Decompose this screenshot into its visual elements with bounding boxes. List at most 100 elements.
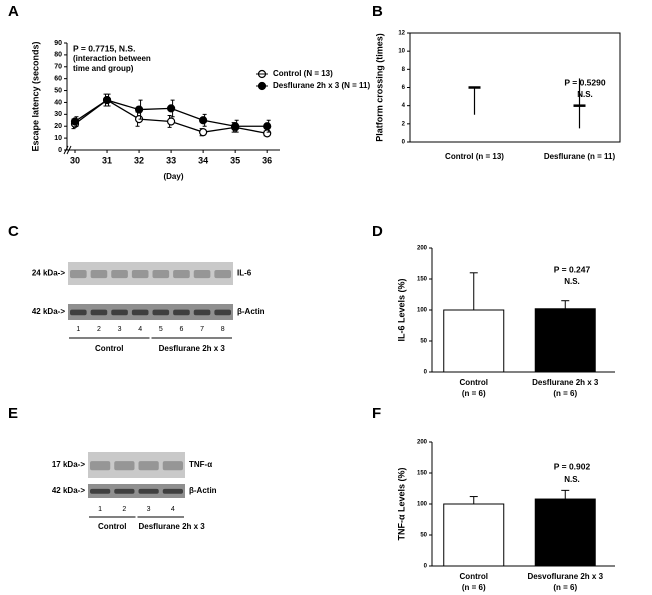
y-tick-label: 80: [54, 52, 62, 59]
y-tick-label: 0: [58, 147, 62, 154]
blot-strip: [68, 304, 233, 320]
marker: [166, 104, 176, 113]
x-tick-label: Control: [460, 572, 488, 581]
annotation: N.S.: [564, 277, 580, 286]
lane-number: 2: [97, 326, 101, 333]
annotation: P = 0.902: [554, 461, 591, 471]
blot-band: [90, 461, 111, 471]
size-marker: 42 kDa->: [52, 486, 85, 495]
marker: [199, 116, 208, 125]
bar: [534, 498, 596, 567]
blot-band: [90, 488, 111, 494]
size-marker: 42 kDa->: [32, 307, 65, 316]
y-axis-label: TNF-α Levels (%): [396, 467, 406, 540]
blot-band: [152, 270, 170, 279]
lane-number: 7: [200, 326, 204, 333]
size-marker: 24 kDa->: [32, 269, 65, 278]
panel-letter: C: [8, 223, 19, 240]
y-tick-label: 50: [54, 87, 62, 94]
x-tick-note: (n = 6): [462, 389, 486, 398]
annotation: P = 0.247: [554, 264, 591, 274]
panel-letter: A: [8, 3, 19, 20]
legend-label: Control (N = 13): [273, 69, 333, 78]
blot-band: [114, 488, 135, 494]
y-tick-label: 150: [417, 471, 428, 477]
blot-band: [138, 488, 159, 494]
x-tick-note: (n = 6): [553, 389, 577, 398]
lane-number: 6: [179, 326, 183, 333]
blot-band: [152, 309, 170, 316]
blot-band: [90, 270, 108, 279]
lane-number: 2: [122, 506, 126, 513]
y-tick-label: 0: [402, 140, 406, 146]
marker: [166, 117, 176, 126]
blot-band: [70, 309, 87, 316]
x-tick-label: 35: [230, 155, 240, 165]
y-tick-label: 50: [420, 339, 427, 345]
blot-band: [214, 309, 231, 316]
x-tick-label: 36: [262, 155, 272, 165]
x-tick-note: (n = 6): [553, 583, 577, 592]
x-tick-label: Desflurane (n = 11): [544, 152, 616, 161]
annotation: time and group): [73, 64, 134, 73]
y-tick-label: 90: [54, 40, 62, 47]
y-axis-label: Escape latency (seconds): [30, 41, 40, 151]
band-label: TNF-α: [189, 460, 212, 469]
y-tick-label: 40: [54, 99, 62, 106]
group-label: Desflurane 2h x 3: [159, 344, 226, 353]
y-tick-label: 30: [54, 111, 62, 118]
y-tick-label: 20: [54, 123, 62, 130]
plot-frame: [409, 32, 621, 143]
blot-band: [111, 309, 128, 316]
y-tick-label: 200: [417, 440, 428, 446]
group-label: Control: [95, 344, 123, 353]
blot-band: [173, 309, 190, 316]
x-tick-label: 30: [70, 155, 80, 165]
blot-band: [214, 270, 231, 279]
lane-number: 1: [76, 326, 80, 333]
y-tick-label: 150: [417, 277, 428, 283]
y-axis-label: IL-6 Levels (%): [396, 278, 406, 341]
y-tick-label: 10: [54, 135, 62, 142]
y-tick-label: 100: [417, 308, 428, 314]
marker: [263, 129, 272, 138]
marker: [134, 105, 144, 114]
x-tick-label: 31: [102, 155, 112, 165]
marker: [263, 122, 272, 131]
lane-number: 3: [147, 506, 151, 513]
blot-strip: [88, 484, 185, 498]
annotation: P = 0.5290: [564, 77, 605, 87]
panel-letter: B: [372, 3, 383, 20]
y-tick-label: 50: [420, 533, 427, 539]
blot-band: [114, 461, 135, 471]
blot-strip: [68, 262, 233, 285]
blot-band: [70, 270, 87, 279]
y-tick-label: 200: [417, 246, 428, 252]
x-tick-label: 34: [198, 155, 208, 165]
y-tick-label: 4: [402, 103, 406, 109]
band-label: IL-6: [237, 269, 252, 278]
blot-band: [193, 270, 211, 279]
y-tick-label: 2: [402, 121, 406, 127]
x-tick-label: 32: [134, 155, 144, 165]
group-label: Desflurane 2h x 3: [139, 522, 206, 531]
y-tick-label: 8: [402, 67, 406, 73]
lane-number: 5: [159, 326, 163, 333]
y-tick-label: 0: [424, 564, 428, 570]
bar: [443, 309, 505, 373]
y-tick-label: 70: [54, 64, 62, 71]
lane-number: 3: [118, 326, 122, 333]
y-tick-label: 60: [54, 76, 62, 83]
band-label: β-Actin: [189, 486, 217, 495]
lane-number: 8: [221, 326, 225, 333]
marker: [199, 128, 208, 137]
blot-band: [131, 309, 149, 316]
x-tick-label: 33: [166, 155, 176, 165]
marker: [102, 95, 112, 105]
legend-label: Desflurane 2h x 3 (N = 11): [273, 81, 370, 90]
panel-letter: E: [8, 405, 18, 422]
panel-letter: D: [372, 223, 383, 240]
annotation: (interaction between: [73, 54, 151, 63]
blot-band: [162, 461, 183, 471]
